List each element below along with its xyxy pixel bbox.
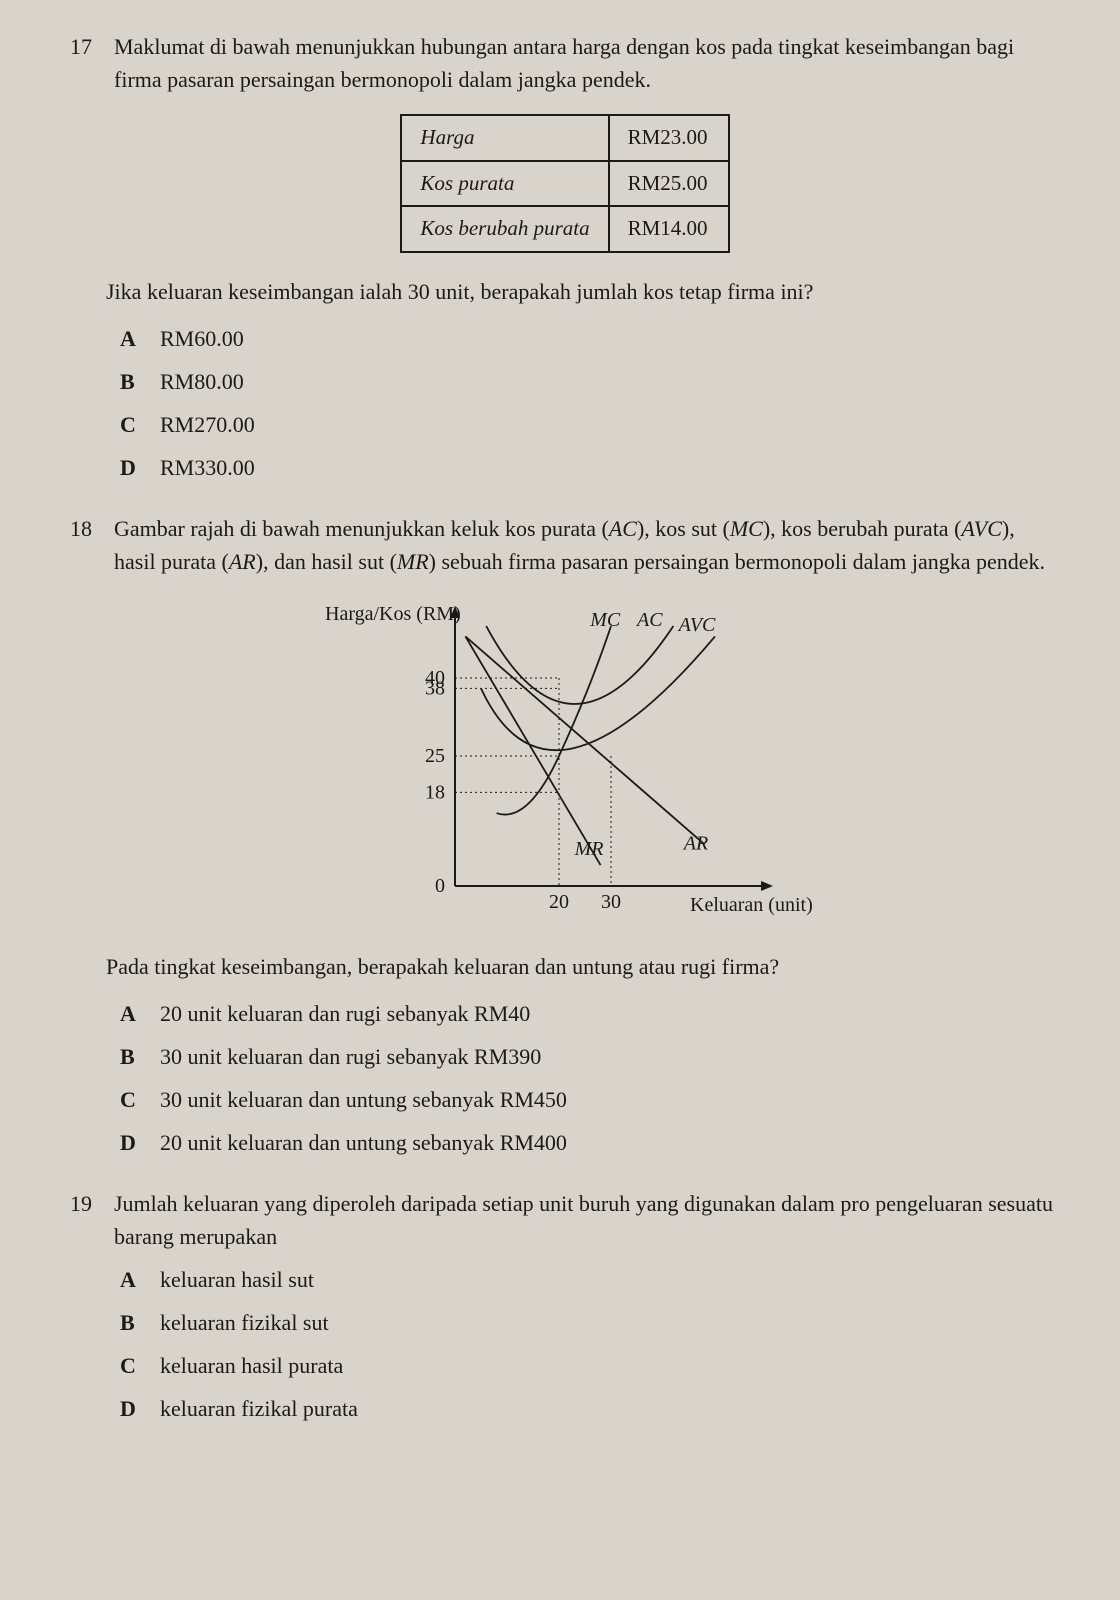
option-letter: A (120, 997, 142, 1030)
table-cell: Harga (401, 115, 608, 161)
option-b: B 30 unit keluaran dan rugi sebanyak RM39… (120, 1040, 1060, 1073)
option-letter: C (120, 1349, 142, 1382)
svg-text:AVC: AVC (677, 614, 716, 636)
option-letter: B (120, 365, 142, 398)
q18-mr: MR (397, 549, 429, 574)
option-b: B RM80.00 (120, 365, 1060, 398)
option-a: Akeluaran hasil sut (120, 1263, 1060, 1296)
q18-number: 18 (70, 512, 102, 578)
option-letter: C (120, 408, 142, 441)
q18-text: Gambar rajah di bawah menunjukkan keluk … (114, 516, 609, 541)
q17-number: 17 (70, 30, 102, 96)
option-text: keluaran fizikal purata (160, 1392, 358, 1425)
option-letter: B (120, 1306, 142, 1339)
question-18: 18 Gambar rajah di bawah menunjukkan kel… (70, 512, 1060, 1159)
q17-body: Maklumat di bawah menunjukkan hubungan a… (114, 30, 1060, 96)
table-cell: Kos purata (401, 161, 608, 207)
option-text: keluaran hasil sut (160, 1263, 314, 1296)
option-c: C 30 unit keluaran dan untung sebanyak RM… (120, 1083, 1060, 1116)
svg-text:38: 38 (425, 677, 445, 699)
q18-ar: AR (229, 549, 256, 574)
q17-table: Harga RM23.00 Kos purata RM25.00 Kos ber… (400, 114, 729, 253)
option-a: A RM60.00 (120, 322, 1060, 355)
q17-stem: 17 Maklumat di bawah menunjukkan hubunga… (70, 30, 1060, 96)
q18-stem: 18 Gambar rajah di bawah menunjukkan kel… (70, 512, 1060, 578)
q18-text: ) sebuah firma pasaran persaingan bermon… (429, 549, 1045, 574)
option-text: keluaran fizikal sut (160, 1306, 329, 1339)
option-c: Ckeluaran hasil purata (120, 1349, 1060, 1382)
option-letter: B (120, 1040, 142, 1073)
svg-text:0: 0 (435, 875, 445, 897)
option-letter: D (120, 1392, 142, 1425)
q17-options: A RM60.00 B RM80.00 C RM270.00 D RM330.00 (120, 322, 1060, 484)
table-cell: RM25.00 (609, 161, 729, 207)
svg-text:AR: AR (682, 832, 708, 854)
svg-text:MC: MC (589, 609, 621, 631)
option-text: RM330.00 (160, 451, 255, 484)
q18-ac: AC (609, 516, 637, 541)
q19-number: 19 (70, 1187, 102, 1253)
q19-body: Jumlah keluaran yang diperoleh daripada … (114, 1187, 1060, 1253)
option-letter: A (120, 322, 142, 355)
svg-text:20: 20 (549, 891, 569, 913)
svg-text:Harga/Kos (RM): Harga/Kos (RM) (325, 603, 461, 625)
option-a: A 20 unit keluaran dan rugi sebanyak RM40 (120, 997, 1060, 1030)
question-19: 19 Jumlah keluaran yang diperoleh daripa… (70, 1187, 1060, 1425)
option-text: 30 unit keluaran dan rugi sebanyak RM390 (160, 1040, 541, 1073)
svg-text:18: 18 (425, 781, 445, 803)
q18-body: Gambar rajah di bawah menunjukkan keluk … (114, 512, 1060, 578)
q18-chart: Harga/Kos (RM)Keluaran (unit)40382518020… (70, 596, 1060, 926)
option-text: 20 unit keluaran dan untung sebanyak RM4… (160, 1126, 567, 1159)
q18-options: A 20 unit keluaran dan rugi sebanyak RM40… (120, 997, 1060, 1159)
option-text: RM60.00 (160, 322, 244, 355)
svg-text:25: 25 (425, 745, 445, 767)
option-letter: D (120, 451, 142, 484)
option-text: keluaran hasil purata (160, 1349, 343, 1382)
svg-text:Keluaran (unit): Keluaran (unit) (690, 894, 813, 916)
q18-text: ), dan hasil sut ( (256, 549, 397, 574)
table-cell: Kos berubah purata (401, 206, 608, 252)
option-d: D 20 unit keluaran dan untung sebanyak RM… (120, 1126, 1060, 1159)
svg-text:AC: AC (635, 609, 663, 631)
q18-subtext: Pada tingkat keseimbangan, berapakah kel… (106, 950, 1060, 983)
option-letter: C (120, 1083, 142, 1116)
q17-subtext: Jika keluaran keseimbangan ialah 30 unit… (106, 275, 1060, 308)
table-cell: RM14.00 (609, 206, 729, 252)
option-d: D RM330.00 (120, 451, 1060, 484)
option-text: RM80.00 (160, 365, 244, 398)
q18-text: ), kos berubah purata ( (763, 516, 962, 541)
q19-options: Akeluaran hasil sut Bkeluaran fizikal su… (120, 1263, 1060, 1425)
q18-text: ), kos sut ( (637, 516, 730, 541)
table-cell: RM23.00 (609, 115, 729, 161)
table-row: Harga RM23.00 (401, 115, 728, 161)
option-c: C RM270.00 (120, 408, 1060, 441)
svg-text:MR: MR (574, 837, 604, 859)
table-row: Kos berubah purata RM14.00 (401, 206, 728, 252)
option-text: 30 unit keluaran dan untung sebanyak RM4… (160, 1083, 567, 1116)
q18-avc: AVC (961, 516, 1001, 541)
option-letter: A (120, 1263, 142, 1296)
q18-mc: MC (730, 516, 763, 541)
q19-stem: 19 Jumlah keluaran yang diperoleh daripa… (70, 1187, 1060, 1253)
option-letter: D (120, 1126, 142, 1159)
question-17: 17 Maklumat di bawah menunjukkan hubunga… (70, 30, 1060, 484)
option-text: RM270.00 (160, 408, 255, 441)
option-b: Bkeluaran fizikal sut (120, 1306, 1060, 1339)
option-text: 20 unit keluaran dan rugi sebanyak RM40 (160, 997, 530, 1030)
table-row: Kos purata RM25.00 (401, 161, 728, 207)
option-d: Dkeluaran fizikal purata (120, 1392, 1060, 1425)
economics-chart-svg: Harga/Kos (RM)Keluaran (unit)40382518020… (285, 596, 845, 926)
svg-text:30: 30 (601, 891, 621, 913)
